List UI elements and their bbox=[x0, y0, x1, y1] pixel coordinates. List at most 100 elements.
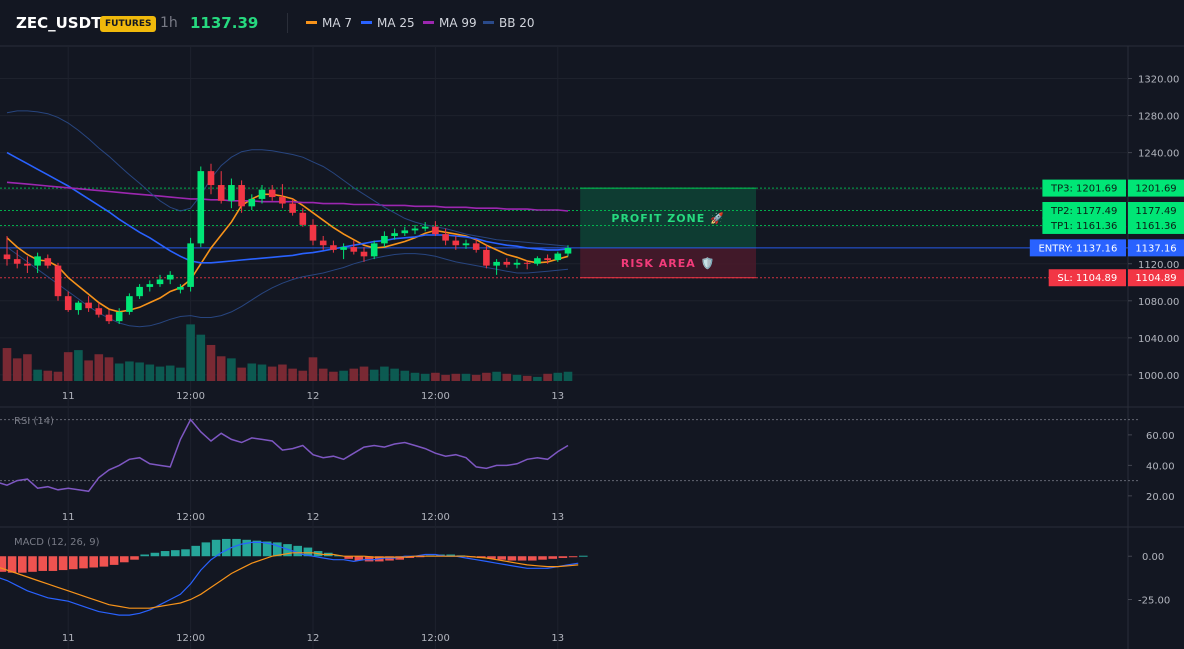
trade-zones: PROFIT ZONE 🚀 RISK AREA 🛡️ bbox=[580, 187, 756, 279]
candle-body bbox=[44, 258, 52, 266]
volume-bar bbox=[390, 368, 399, 381]
macd-histogram-bar bbox=[446, 554, 455, 557]
volume-bar bbox=[2, 348, 12, 381]
candle-body bbox=[534, 258, 541, 264]
legend-ma7-label: MA 7 bbox=[322, 16, 353, 30]
time-tick-label: 12:00 bbox=[176, 512, 205, 523]
candle-body bbox=[309, 224, 317, 241]
time-tick-label: 12 bbox=[307, 391, 320, 402]
legend-ma99-swatch bbox=[423, 21, 434, 24]
level-label-text: TP3: 1201.69 bbox=[1050, 184, 1117, 195]
macd-histogram-bar bbox=[79, 556, 88, 569]
candle-body bbox=[228, 185, 235, 201]
trade-levels bbox=[0, 187, 1128, 279]
macd-histogram-bar bbox=[283, 544, 292, 557]
candle-body bbox=[564, 248, 572, 254]
candle-body bbox=[115, 311, 123, 322]
rsi-tick-label: 60.00 bbox=[1146, 431, 1175, 442]
macd-histogram-bar bbox=[150, 552, 160, 557]
macd-line bbox=[0, 541, 579, 616]
macd-histogram-bar bbox=[273, 542, 282, 557]
level-label-text: TP1: 1161.36 bbox=[1050, 221, 1117, 232]
candle-body bbox=[166, 274, 174, 280]
candle-body bbox=[401, 230, 409, 234]
macd-line bbox=[0, 552, 579, 609]
indicator-line bbox=[6, 110, 569, 247]
macd-title: MACD (12, 26, 9) bbox=[14, 537, 100, 548]
legend-ma99[interactable]: MA 99 bbox=[423, 16, 477, 30]
volume-bar bbox=[308, 357, 318, 381]
macd-histogram-bar bbox=[303, 547, 313, 557]
macd-histogram-bar bbox=[109, 556, 119, 565]
macd-histogram-bar bbox=[579, 555, 588, 557]
symbol-name[interactable]: ZEC_USDT bbox=[16, 14, 102, 32]
macd-histogram-bar bbox=[538, 556, 547, 560]
volume-bar bbox=[329, 371, 338, 381]
level-price-box bbox=[1128, 179, 1184, 197]
level-price-text: 1201.69 bbox=[1135, 184, 1176, 195]
futures-badge: FUTURES bbox=[100, 16, 157, 32]
macd-histogram-bar bbox=[558, 556, 568, 558]
volume-bar bbox=[84, 360, 93, 381]
macd-histogram-bar bbox=[48, 556, 58, 571]
header-divider bbox=[287, 13, 288, 33]
time-tick-label: 13 bbox=[551, 512, 564, 523]
volume-bar bbox=[33, 369, 42, 381]
volume-bar bbox=[553, 372, 563, 381]
legend-ma7[interactable]: MA 7 bbox=[306, 16, 352, 30]
legend-bb20[interactable]: BB 20 bbox=[483, 16, 535, 30]
candle-body bbox=[146, 284, 154, 287]
candle-body bbox=[187, 243, 194, 287]
macd-histogram-bar bbox=[18, 556, 27, 573]
volume-bar bbox=[380, 366, 389, 381]
chart-header: ZEC_USDT FUTURES 1h 1137.39 MA 7 MA 25 M… bbox=[0, 0, 1184, 46]
level-price-box bbox=[1128, 269, 1184, 287]
rsi-title: RSI (14) bbox=[14, 416, 54, 427]
candles bbox=[3, 163, 572, 324]
volume-bar bbox=[63, 352, 73, 381]
candle-body bbox=[483, 249, 490, 266]
volume-bar bbox=[533, 376, 542, 381]
candle-body bbox=[177, 286, 184, 290]
candle-body bbox=[381, 235, 388, 244]
candle-body bbox=[411, 228, 419, 231]
level-price-text: 1104.89 bbox=[1135, 273, 1176, 284]
volume-bar bbox=[94, 354, 104, 381]
macd-histogram-bar bbox=[242, 539, 251, 557]
volume-bar bbox=[512, 374, 522, 381]
candle-body bbox=[513, 262, 521, 265]
candle-body bbox=[258, 189, 266, 199]
volume-bar bbox=[237, 367, 246, 381]
macd-histogram-bar bbox=[89, 556, 98, 568]
volume-bar bbox=[216, 356, 226, 381]
level-price-box bbox=[1128, 239, 1184, 257]
price-tick-label: 1320.00 bbox=[1138, 75, 1179, 86]
macd-histogram-bar bbox=[354, 556, 364, 561]
level-label-box bbox=[1042, 202, 1126, 220]
macd-histogram-bar bbox=[507, 556, 517, 561]
volume-bar bbox=[339, 370, 348, 381]
indicator-line bbox=[6, 151, 569, 264]
time-tick-label: 12:00 bbox=[421, 391, 450, 402]
profit-zone bbox=[580, 188, 756, 248]
macd-histogram-bar bbox=[364, 556, 374, 562]
volume-bar bbox=[23, 354, 32, 381]
timeframe-label[interactable]: 1h bbox=[160, 15, 178, 31]
candle-body bbox=[156, 279, 164, 285]
time-axis: 11 12:00 12 12:00 13 11 12:00 12 12:00 13 11 12:00 1… bbox=[62, 391, 564, 644]
legend-ma99-label: MA 99 bbox=[439, 16, 477, 30]
time-tick-label: 11 bbox=[62, 633, 75, 644]
candle-body bbox=[24, 263, 31, 266]
legend-ma25[interactable]: MA 25 bbox=[361, 16, 415, 30]
volume-bar bbox=[502, 373, 512, 381]
volume-bar bbox=[257, 364, 267, 381]
time-tick-label: 12:00 bbox=[421, 512, 450, 523]
legend-ma25-swatch bbox=[361, 21, 372, 24]
volume-bar bbox=[206, 344, 216, 381]
volume-bar bbox=[420, 373, 430, 381]
volume-bar bbox=[543, 373, 552, 381]
macd-histogram-bar bbox=[38, 556, 47, 571]
candle-body bbox=[75, 302, 82, 311]
macd-histogram-bar bbox=[528, 556, 537, 561]
